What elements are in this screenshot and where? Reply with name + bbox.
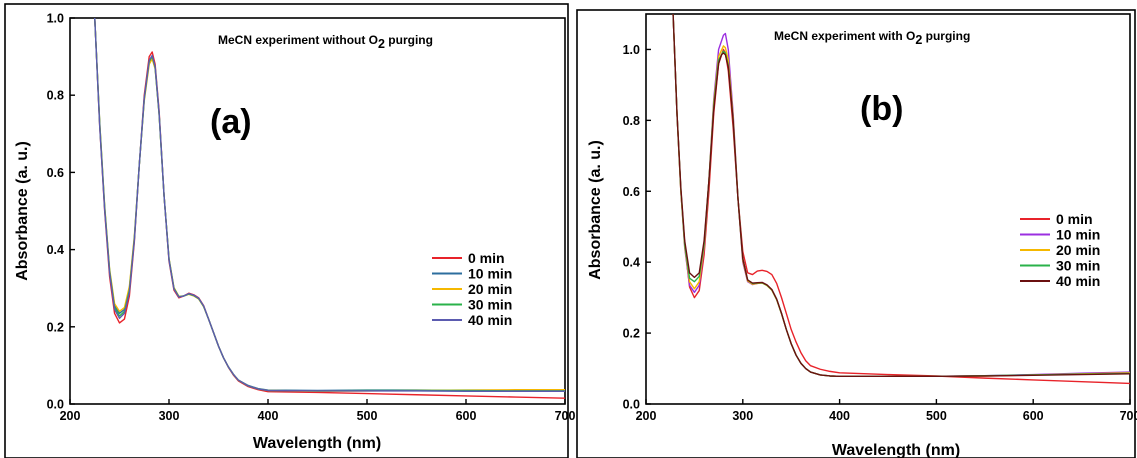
panel-b-series-line-1 — [672, 14, 1130, 378]
panel-b-title-sub: 2 — [915, 33, 922, 47]
panel-b-x-tick-label-400: 400 — [829, 409, 850, 423]
panel-b-y-tick-label-0: 0.0 — [623, 398, 640, 412]
panel-b-legend-label-0: 0 min — [1056, 211, 1093, 227]
panel-b-x-tick-label-700: 700 — [1120, 409, 1137, 423]
panel-a-x-tick-label-500: 500 — [357, 409, 378, 423]
panel-b-y-tick-label-3: 0.6 — [623, 185, 640, 199]
panel-a-legend-label-3: 30 min — [468, 297, 512, 313]
panel-a-label: (a) — [210, 103, 252, 141]
panel-a-x-tick-label-600: 600 — [456, 409, 477, 423]
panel-b-legend-label-4: 40 min — [1056, 273, 1100, 289]
panel-a-title-pre: MeCN experiment without O — [218, 33, 378, 47]
panel-b-x-tick-label-200: 200 — [636, 409, 657, 423]
panel-a-x-tick-label-700: 700 — [555, 409, 576, 423]
panel-b-y-tick-label-2: 0.4 — [623, 256, 640, 270]
panel-b-ticks: 200 300 400 500 600 700 0.0 0.2 0.4 0.6 0.8 1.0 — [623, 43, 1137, 423]
chart-panel-a: 200 300 400 500 600 700 0.0 0.2 0.4 0.6 0.8 1.0 Wav… — [4, 3, 576, 458]
panel-b-x-tick-label-300: 300 — [732, 409, 753, 423]
panel-a-legend-label-0: 0 min — [468, 250, 505, 266]
panel-a-legend-label-2: 20 min — [468, 281, 512, 297]
panel-b-x-tick-label-500: 500 — [926, 409, 947, 423]
panel-a-legend-label-1: 10 min — [468, 266, 512, 282]
panel-a-series-line-4 — [94, 18, 565, 392]
panel-a-legend-label-4: 40 min — [468, 312, 512, 328]
panel-b-x-axis-label: Wavelength (nm) — [832, 442, 960, 458]
panel-a-y-tick-label-1: 0.2 — [47, 320, 64, 334]
panel-b-y-axis-label: Absorbance (a. u.) — [587, 140, 604, 280]
panel-a-plot-area — [69, 17, 566, 405]
panel-a-x-tick-label-400: 400 — [258, 409, 279, 423]
panel-b-series-line-0 — [672, 14, 1130, 385]
panel-a-border — [4, 3, 569, 458]
panel-b-title-pre: MeCN experiment with O — [774, 29, 915, 43]
panel-b-series-line-2 — [672, 14, 1130, 378]
panel-a-title-sub: 2 — [378, 37, 385, 51]
panel-b-y-tick-label-4: 0.8 — [623, 114, 640, 128]
panel-b-border — [576, 9, 1136, 458]
panel-b-series-line-4 — [672, 14, 1130, 378]
panel-b-plot-area — [645, 13, 1131, 405]
panel-a-title: MeCN experiment without O2 purging — [218, 33, 433, 51]
panel-a-x-axis-label: Wavelength (nm) — [253, 435, 381, 452]
panel-a-y-tick-label-4: 0.8 — [47, 89, 64, 103]
panel-b-title: MeCN experiment with O2 purging — [774, 29, 970, 47]
panel-b-series-group — [672, 14, 1130, 385]
panel-a-title-post: purging — [385, 33, 433, 47]
panel-b-title-post: purging — [922, 29, 970, 43]
panel-a-y-tick-label-3: 0.6 — [47, 166, 64, 180]
panel-b-legend-label-2: 20 min — [1056, 242, 1100, 258]
panel-b-x-tick-label-600: 600 — [1023, 409, 1044, 423]
panel-b-series-line-3 — [672, 14, 1130, 378]
panel-b-label: (b) — [860, 90, 903, 128]
panel-a-y-tick-label-2: 0.4 — [47, 243, 64, 257]
panel-a-ticks: 200 300 400 500 600 700 0.0 0.2 0.4 0.6 0.8 1.0 — [47, 12, 576, 424]
chart-panel-b: 200 300 400 500 600 700 0.0 0.2 0.4 0.6 0.8 1.0 Wav… — [576, 9, 1137, 458]
panel-a-x-tick-label-200: 200 — [60, 409, 81, 423]
panel-a-x-tick-label-300: 300 — [159, 409, 180, 423]
panel-a-y-tick-label-0: 0.0 — [47, 398, 64, 412]
panel-a-y-tick-label-5: 1.0 — [47, 12, 64, 26]
panel-b-legend-label-3: 30 min — [1056, 258, 1100, 274]
panel-b-y-tick-label-5: 1.0 — [623, 43, 640, 57]
panel-a-series-group — [94, 18, 565, 399]
panel-b-y-tick-label-1: 0.2 — [623, 327, 640, 341]
panel-b-legend-label-1: 10 min — [1056, 227, 1100, 243]
panel-a-y-axis-label: Absorbance (a. u.) — [14, 141, 31, 281]
